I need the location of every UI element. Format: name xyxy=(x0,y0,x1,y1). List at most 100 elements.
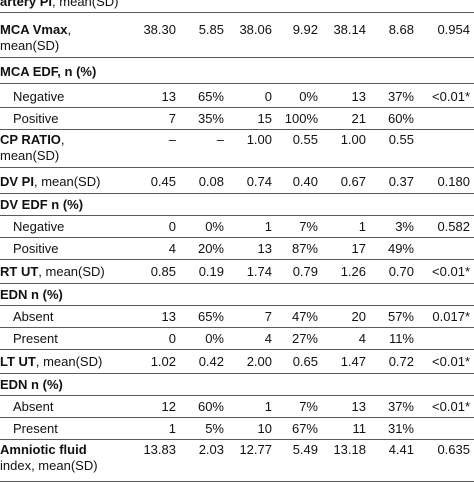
table-cell: 0.954 xyxy=(437,22,470,37)
row-label-line2: index, mean(SD) xyxy=(0,458,98,473)
row-label-rest: , mean(SD) xyxy=(52,0,119,9)
table-cell: 21 xyxy=(351,111,366,126)
table-cell: 4 xyxy=(168,241,176,256)
row-label-text: Negative xyxy=(13,219,65,234)
table-row: CP RATIO, mean(SD) – – 1.00 0.55 1.00 0.55 xyxy=(0,130,474,168)
table-cell: 0% xyxy=(205,219,224,234)
row-label: Positive xyxy=(13,111,59,127)
table-cell: 0.42 xyxy=(198,354,224,369)
table-cell: <0.01* xyxy=(432,399,470,414)
row-label-text: Present xyxy=(13,331,58,346)
row-label-text: Absent xyxy=(13,309,54,324)
table-cell: 37% xyxy=(387,399,414,414)
row-label: Amniotic fluid index, mean(SD) xyxy=(0,442,98,474)
table-row: DV EDF n (%) xyxy=(0,194,474,216)
table-row: MCA Vmax, mean(SD) 38.30 5.85 38.06 9.92 38.14… xyxy=(0,20,474,58)
table-cell: 38.30 xyxy=(143,22,176,37)
row-label: RT UT, mean(SD) xyxy=(0,264,105,280)
table-cell: 10 xyxy=(257,421,272,436)
table-cell: 0% xyxy=(299,89,318,104)
table-cell: 0.180 xyxy=(437,174,470,189)
table-cell: 1 xyxy=(264,219,272,234)
table-cell: 47% xyxy=(291,309,318,324)
row-label-rest: , xyxy=(60,132,65,147)
row-label-bold: CP RATIO xyxy=(0,132,61,147)
row-label-text: Positive xyxy=(13,111,59,126)
table-row: RT UT, mean(SD) 0.85 0.19 1.74 0.79 1.26 0.70 <… xyxy=(0,260,474,284)
table-cell: 0.79 xyxy=(292,264,318,279)
table-cell: 38.06 xyxy=(239,22,272,37)
table-cell: 49% xyxy=(387,241,414,256)
table-row: Present 0 0% 4 27% 4 11% xyxy=(0,328,474,350)
table-cell: 0.72 xyxy=(388,354,414,369)
table-cell: 1.74 xyxy=(246,264,272,279)
table-cell: 13 xyxy=(161,309,176,324)
row-label-bold: RT UT xyxy=(0,264,39,279)
table-cell: 0.70 xyxy=(388,264,414,279)
table-row: Amniotic fluid index, mean(SD) 13.83 2.03 12… xyxy=(0,440,474,482)
table-cell: 1 xyxy=(168,421,176,436)
table-cell: 7% xyxy=(299,399,318,414)
row-label: Present xyxy=(13,331,58,347)
table-cell: 9.92 xyxy=(292,22,318,37)
table-cell: 0 xyxy=(168,331,176,346)
table-cell: 65% xyxy=(197,309,224,324)
table-cell: – xyxy=(216,132,224,147)
table-cell: 1.00 xyxy=(246,132,272,147)
table-cell: 1.26 xyxy=(340,264,366,279)
table-cell: 0.55 xyxy=(388,132,414,147)
table-cell: 13.83 xyxy=(143,442,176,457)
table-cell: 5.85 xyxy=(198,22,224,37)
row-label: Absent xyxy=(13,309,53,325)
table-cell: 0.19 xyxy=(198,264,224,279)
row-label: Positive xyxy=(13,241,59,257)
row-label-bold: Amniotic fluid xyxy=(0,442,87,457)
table-row: LT UT, mean(SD) 1.02 0.42 2.00 0.65 1.47 0.72 <… xyxy=(0,350,474,374)
table-cell: 1.00 xyxy=(340,132,366,147)
table-row: MCA EDF, n (%) xyxy=(0,60,474,84)
row-label: Negative xyxy=(13,219,64,235)
table-cell: 31% xyxy=(387,421,414,436)
row-label-rest: , mean(SD) xyxy=(35,354,103,369)
row-label: artery PI, mean(SD) xyxy=(0,0,119,10)
row-label-bold: MCA Vmax xyxy=(0,22,68,37)
table-cell: 0.017* xyxy=(432,309,470,324)
table-cell: 37% xyxy=(387,89,414,104)
table-cell: 4 xyxy=(264,331,272,346)
table-row: Positive 7 35% 15 100% 21 60% xyxy=(0,108,474,130)
row-label-text: Absent xyxy=(13,399,54,414)
table-cell: 0.37 xyxy=(388,174,414,189)
table-cell: 65% xyxy=(197,89,224,104)
table-row: artery PI, mean(SD) xyxy=(0,0,474,13)
table-cell: 0.67 xyxy=(340,174,366,189)
row-label-bold: MCA EDF, n (%) xyxy=(0,64,97,79)
row-label: Present xyxy=(13,421,58,437)
table-cell: 20% xyxy=(197,241,224,256)
table-cell: 27% xyxy=(291,331,318,346)
row-label-bold: artery PI xyxy=(0,0,53,9)
row-label: DV PI, mean(SD) xyxy=(0,174,100,190)
table-cell: 38.14 xyxy=(333,22,366,37)
table-cell: 0 xyxy=(168,219,176,234)
row-label: LT UT, mean(SD) xyxy=(0,354,102,370)
table-row: Absent 12 60% 1 7% 13 37% <0.01* xyxy=(0,396,474,418)
table-row: Present 1 5% 10 67% 11 31% xyxy=(0,418,474,440)
table-cell: 7% xyxy=(299,219,318,234)
table-cell: 0.74 xyxy=(246,174,272,189)
table-cell: 0.40 xyxy=(292,174,318,189)
table-cell: 2.03 xyxy=(198,442,224,457)
table-row: Negative 13 65% 0 0% 13 37% <0.01* xyxy=(0,86,474,108)
table-cell: 12 xyxy=(161,399,176,414)
row-label-bold: EDN n (%) xyxy=(0,377,63,392)
row-label-rest: , xyxy=(67,22,72,37)
table-cell: 0.85 xyxy=(150,264,176,279)
table-cell: 100% xyxy=(284,111,318,126)
table-cell: 2.00 xyxy=(246,354,272,369)
table-cell: 87% xyxy=(291,241,318,256)
row-label: Negative xyxy=(13,89,64,105)
table-row: DV PI, mean(SD) 0.45 0.08 0.74 0.40 0.67 0.37 0… xyxy=(0,170,474,194)
table-cell: 13 xyxy=(161,89,176,104)
table-cell: – xyxy=(168,132,176,147)
row-label: Absent xyxy=(13,399,53,415)
table-cell: 11 xyxy=(352,421,367,436)
